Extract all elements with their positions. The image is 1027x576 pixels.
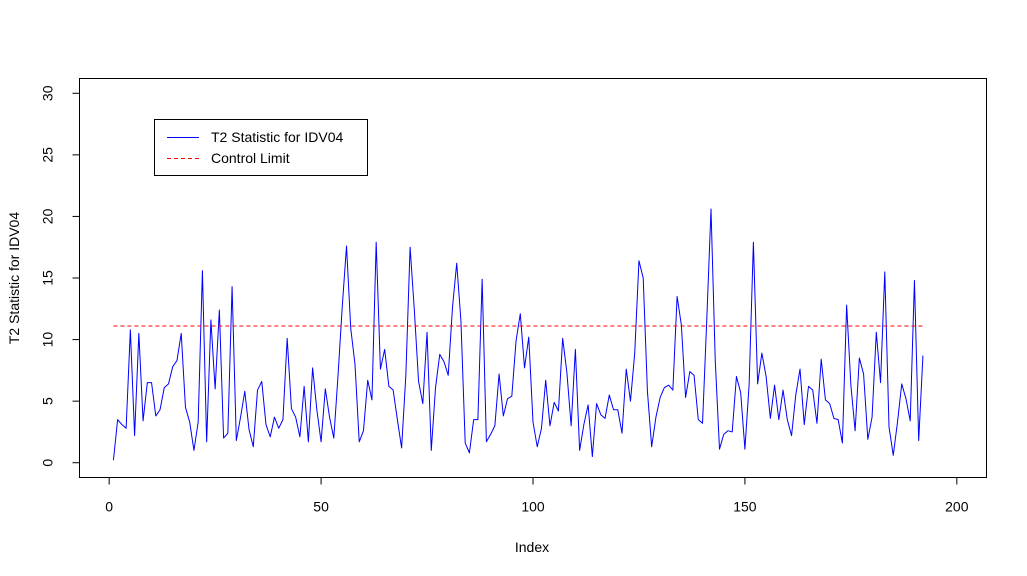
t2-statistic-line <box>112 208 924 461</box>
legend: T2 Statistic for IDV04 Control Limit <box>154 119 368 176</box>
y-tick-label: 0 <box>40 459 56 467</box>
x-axis-label: Index <box>515 539 549 555</box>
y-tick-label: 25 <box>40 147 56 163</box>
y-tick-label: 20 <box>40 208 56 224</box>
x-axis: 0 50 100 150 200 <box>105 477 969 515</box>
y-axis: 0 5 10 15 20 25 30 <box>40 85 80 467</box>
y-tick-label: 30 <box>40 85 56 101</box>
legend-label-t2: T2 Statistic for IDV04 <box>211 129 343 145</box>
x-tick-label: 50 <box>313 499 329 515</box>
y-tick-label: 5 <box>40 397 56 405</box>
series-layer <box>112 208 924 461</box>
x-tick-label: 100 <box>521 499 545 515</box>
y-tick-label: 15 <box>40 270 56 286</box>
x-tick-label: 200 <box>945 499 969 515</box>
y-axis-label: T2 Statistic for IDV04 <box>6 212 22 344</box>
x-tick-label: 0 <box>105 499 113 515</box>
x-tick-label: 150 <box>733 499 757 515</box>
y-tick-label: 10 <box>40 332 56 348</box>
legend-box <box>154 119 368 176</box>
legend-label-limit: Control Limit <box>211 150 290 166</box>
